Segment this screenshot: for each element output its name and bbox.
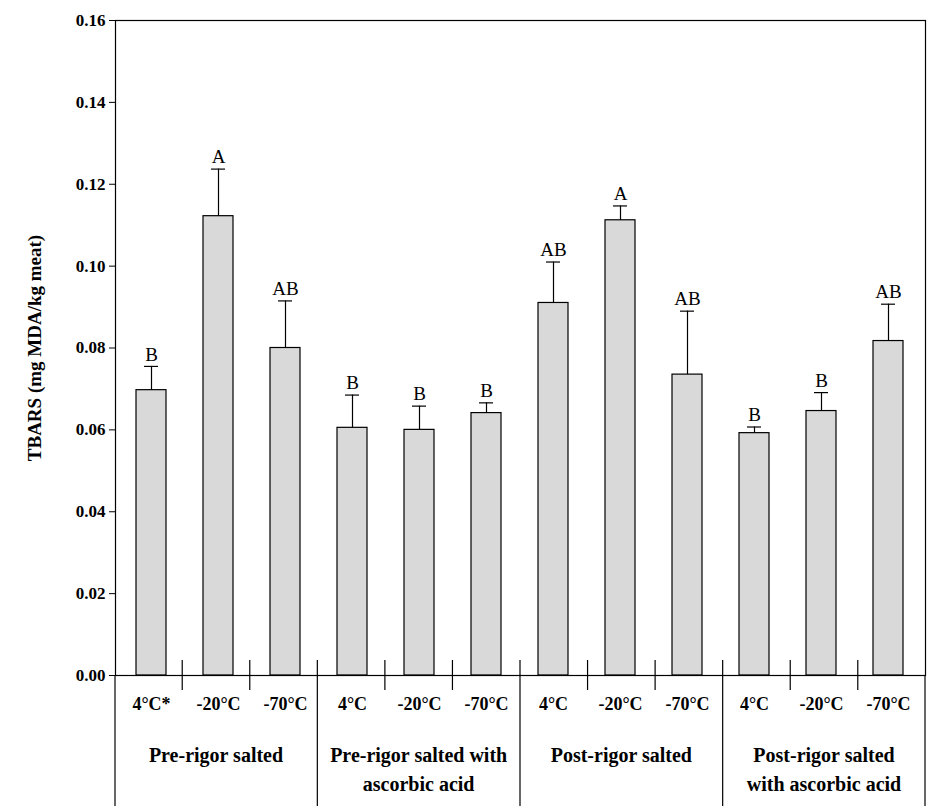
- svg-text:A: A: [614, 183, 628, 204]
- svg-text:-20°C: -20°C: [397, 694, 441, 714]
- svg-text:AB: AB: [875, 281, 901, 302]
- svg-text:-70°C: -70°C: [464, 694, 508, 714]
- svg-text:AB: AB: [540, 239, 566, 260]
- svg-text:-20°C: -20°C: [799, 694, 843, 714]
- svg-text:0.12: 0.12: [76, 175, 106, 194]
- svg-text:B: B: [480, 380, 493, 401]
- svg-text:-70°C: -70°C: [866, 694, 910, 714]
- svg-text:B: B: [413, 383, 426, 404]
- svg-text:-70°C: -70°C: [263, 694, 307, 714]
- svg-text:AB: AB: [674, 288, 700, 309]
- svg-text:0.06: 0.06: [76, 420, 106, 439]
- svg-text:0.14: 0.14: [76, 93, 106, 112]
- svg-text:0.08: 0.08: [76, 338, 106, 357]
- svg-text:Post-rigor salted: Post-rigor salted: [753, 744, 894, 767]
- svg-text:-20°C: -20°C: [196, 694, 240, 714]
- svg-text:4°C*: 4°C*: [132, 694, 170, 714]
- svg-text:B: B: [748, 404, 761, 425]
- svg-text:ascorbic acid: ascorbic acid: [363, 773, 475, 795]
- svg-text:-20°C: -20°C: [598, 694, 642, 714]
- svg-text:4°C: 4°C: [539, 694, 568, 714]
- svg-text:with ascorbic acid: with ascorbic acid: [747, 773, 901, 795]
- svg-text:B: B: [346, 372, 359, 393]
- svg-text:Post-rigor salted: Post-rigor salted: [551, 744, 692, 767]
- svg-text:0.04: 0.04: [76, 502, 106, 521]
- svg-text:Pre-rigor salted: Pre-rigor salted: [149, 744, 283, 767]
- svg-text:B: B: [815, 370, 828, 391]
- svg-text:4°C: 4°C: [740, 694, 769, 714]
- svg-text:Pre-rigor salted with: Pre-rigor salted with: [330, 744, 507, 767]
- svg-text:-70°C: -70°C: [665, 694, 709, 714]
- svg-text:B: B: [145, 344, 158, 365]
- svg-text:AB: AB: [272, 278, 298, 299]
- svg-text:0.00: 0.00: [76, 666, 106, 685]
- svg-text:4°C: 4°C: [338, 694, 367, 714]
- svg-text:A: A: [212, 146, 226, 167]
- svg-text:TBARS (mg MDA/kg meat): TBARS (mg MDA/kg meat): [24, 235, 46, 461]
- svg-text:0.16: 0.16: [76, 11, 106, 30]
- svg-text:0.10: 0.10: [76, 257, 106, 276]
- svg-text:0.02: 0.02: [76, 584, 106, 603]
